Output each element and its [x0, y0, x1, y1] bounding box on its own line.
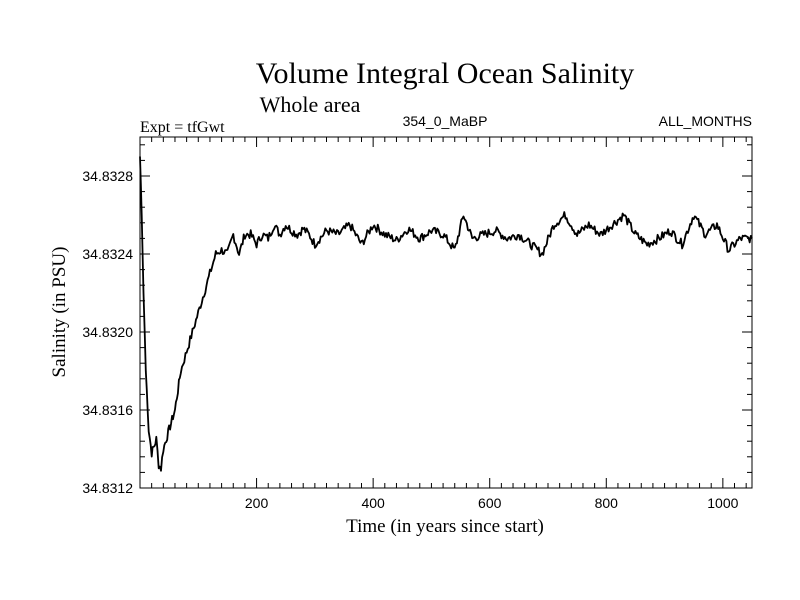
- salinity-series-line: [139, 156, 753, 472]
- x-axis-label: Time (in years since start): [346, 516, 544, 537]
- x-tick-label: 400: [361, 495, 385, 511]
- tick-labels: 200 400 600 800 1000 34.8312 34.8316 34.8320 34.…: [82, 168, 738, 511]
- y-axis-label: Salinity (in PSU): [49, 247, 70, 378]
- plot-frame: [139, 136, 753, 489]
- y-tick-label: 34.8324: [82, 246, 133, 262]
- y-tick-label: 34.8312: [82, 480, 133, 496]
- chart-subtitle: Whole area: [260, 92, 361, 117]
- months-label: ALL_MONTHS: [659, 113, 752, 129]
- y-tick-label: 34.8320: [82, 324, 133, 340]
- date-label: 354_0_MaBP: [403, 113, 488, 129]
- x-tick-label: 1000: [707, 495, 738, 511]
- chart-title: Volume Integral Ocean Salinity: [256, 57, 635, 90]
- x-tick-label: 800: [595, 495, 619, 511]
- experiment-label: Expt = tfGwt: [140, 119, 225, 136]
- x-tick-label: 200: [245, 495, 269, 511]
- y-tick-label: 34.8328: [82, 168, 133, 184]
- x-tick-label: 600: [478, 495, 502, 511]
- y-tick-label: 34.8316: [82, 402, 133, 418]
- axis-ticks: [140, 137, 752, 488]
